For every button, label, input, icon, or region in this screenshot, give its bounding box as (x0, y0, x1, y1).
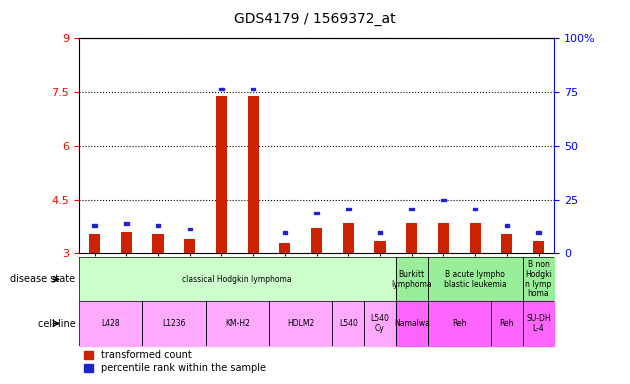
Bar (473, 208, 478, 210)
Bar (89, 234, 100, 253)
Text: KM-H2: KM-H2 (225, 319, 249, 328)
Bar (364, 301, 396, 346)
Text: disease state: disease state (11, 274, 76, 285)
Bar (374, 241, 386, 253)
Bar (428, 257, 523, 301)
Bar (523, 301, 554, 346)
Text: B non
Hodgki
n lymp
homa: B non Hodgki n lymp homa (525, 260, 552, 298)
Text: L540: L540 (339, 319, 358, 328)
Bar (121, 232, 132, 253)
Bar (216, 96, 227, 253)
Bar (184, 239, 195, 253)
Bar (269, 301, 333, 346)
Bar (251, 88, 255, 90)
Bar (378, 231, 382, 234)
Bar (248, 96, 259, 253)
Bar (438, 223, 449, 253)
Text: Reh: Reh (452, 319, 467, 328)
Bar (396, 257, 428, 301)
Text: L1236: L1236 (162, 319, 186, 328)
Text: GDS4179 / 1569372_at: GDS4179 / 1569372_at (234, 12, 396, 25)
Bar (188, 228, 192, 230)
Bar (283, 231, 287, 234)
Bar (333, 301, 364, 346)
Bar (142, 301, 205, 346)
Bar (533, 241, 544, 253)
Text: B acute lympho
blastic leukemia: B acute lympho blastic leukemia (444, 270, 507, 289)
Bar (156, 224, 160, 227)
Bar (410, 208, 414, 210)
Text: HDLM2: HDLM2 (287, 319, 314, 328)
Bar (441, 199, 445, 202)
Bar (346, 208, 350, 210)
Bar (501, 234, 512, 253)
Bar (396, 301, 428, 346)
Bar (93, 224, 97, 227)
Text: Burkitt
lymphoma: Burkitt lymphoma (391, 270, 432, 289)
Bar (152, 234, 164, 253)
Bar (219, 88, 224, 90)
Bar (79, 257, 396, 301)
Bar (523, 257, 554, 301)
Bar (311, 228, 322, 253)
Text: L428: L428 (101, 319, 120, 328)
Text: L540
Cy: L540 Cy (370, 314, 389, 333)
Text: cell line: cell line (38, 318, 76, 329)
Text: Reh: Reh (500, 319, 514, 328)
Bar (279, 243, 290, 253)
Bar (205, 301, 269, 346)
Bar (124, 222, 129, 225)
Bar (343, 223, 354, 253)
Text: Namalwa: Namalwa (394, 319, 430, 328)
Bar (406, 223, 417, 253)
Text: classical Hodgkin lymphoma: classical Hodgkin lymphoma (183, 275, 292, 284)
Text: SU-DH
L-4: SU-DH L-4 (526, 314, 551, 333)
Bar (469, 223, 481, 253)
Legend: transformed count, percentile rank within the sample: transformed count, percentile rank withi… (84, 351, 266, 373)
Bar (79, 301, 142, 346)
Bar (536, 231, 541, 234)
Bar (491, 301, 523, 346)
Bar (505, 224, 509, 227)
Bar (314, 212, 319, 214)
Bar (428, 301, 491, 346)
